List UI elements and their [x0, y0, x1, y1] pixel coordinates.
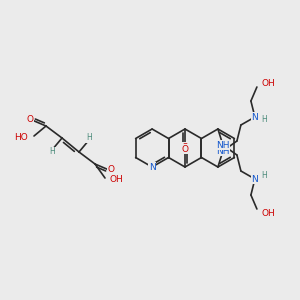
- Text: HO: HO: [14, 134, 28, 142]
- Text: OH: OH: [262, 79, 276, 88]
- Text: O: O: [182, 145, 188, 154]
- Text: N: N: [251, 112, 258, 122]
- Text: O: O: [182, 142, 188, 152]
- Text: OH: OH: [109, 176, 123, 184]
- Text: N: N: [251, 175, 258, 184]
- Text: H: H: [86, 134, 92, 142]
- Text: NH: NH: [216, 146, 230, 155]
- Text: OH: OH: [262, 208, 276, 217]
- Text: O: O: [26, 116, 34, 124]
- Text: N: N: [149, 163, 155, 172]
- Text: H: H: [49, 148, 55, 157]
- Text: H: H: [261, 116, 267, 124]
- Text: NH: NH: [216, 140, 230, 149]
- Text: O: O: [107, 166, 115, 175]
- Text: H: H: [261, 172, 267, 181]
